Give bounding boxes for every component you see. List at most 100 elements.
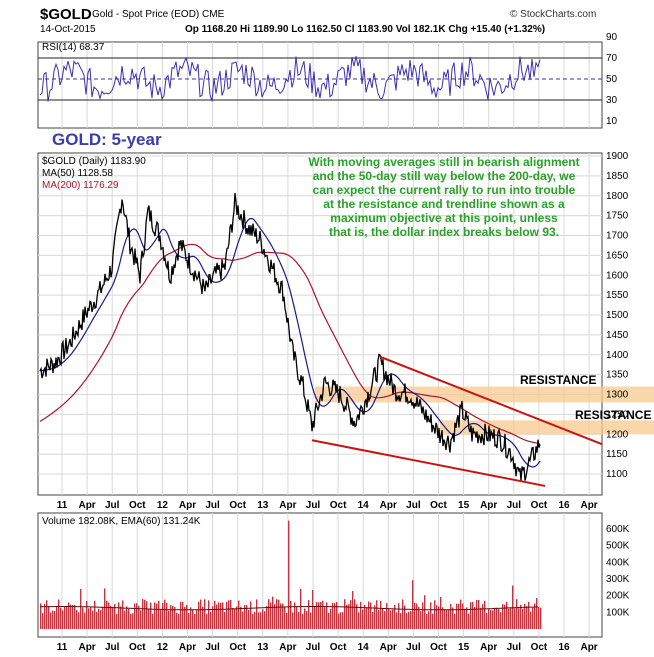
volume-bar (476, 600, 478, 629)
annotation-line-3: can expect the current rally to run into… (313, 183, 576, 197)
volume-bar (178, 613, 180, 629)
volume-bar (134, 603, 136, 629)
volume-ema-line (39, 606, 539, 611)
volume-bar (50, 612, 52, 629)
volume-bar (432, 613, 434, 629)
ma50-line (40, 217, 541, 468)
volume-bar (518, 608, 520, 629)
volume-bar (272, 596, 274, 629)
volume-bar (312, 590, 314, 629)
volume-bar (80, 589, 82, 629)
volume-bar (166, 602, 168, 629)
volume-bar (480, 607, 482, 629)
price-legend-ma200: MA(200) 1176.29 (42, 180, 119, 191)
volume-bar (342, 612, 344, 629)
volume-bar (400, 613, 402, 629)
volume-bar (182, 601, 184, 629)
volume-bar (536, 598, 538, 629)
volume-bar (380, 601, 382, 629)
volume-bar (354, 599, 356, 629)
volume-bar (150, 602, 152, 629)
lower-trendline (311, 439, 546, 487)
volume-bar (194, 613, 196, 629)
price-legend-main: $GOLD (Daily) 1183.90 (42, 156, 146, 167)
price-tick-label: 1400 (606, 350, 629, 361)
volume-bar (532, 607, 534, 629)
upper-trendline (379, 355, 603, 446)
volume-bar (188, 613, 190, 629)
volume-bar (386, 603, 388, 629)
chart-big-title: GOLD: 5-year (52, 130, 162, 149)
volume-bar (66, 606, 68, 629)
volume-bar (148, 608, 150, 629)
volume-bar (176, 612, 178, 629)
volume-bar (504, 604, 506, 629)
annotation-line-6: that is, the dollar index breaks below 9… (329, 225, 559, 239)
volume-bar (378, 609, 380, 629)
volume-bar (82, 607, 84, 629)
volume-bar (302, 613, 304, 629)
volume-bar (126, 606, 128, 629)
rsi-tick-label: 50 (606, 74, 618, 85)
x-axis-label: 11 (57, 642, 68, 653)
x-axis-label: 13 (257, 642, 269, 653)
volume-bar (86, 600, 88, 629)
x-axis-label: Jul (205, 500, 220, 511)
price-tick-label: 1450 (606, 330, 629, 341)
price-tick-label: 1550 (606, 290, 629, 301)
volume-bar (140, 610, 142, 629)
volume-bar (438, 606, 440, 629)
price-legend-ma50: MA(50) 1128.58 (42, 168, 113, 179)
volume-bar (214, 600, 216, 629)
volume-bar (54, 611, 56, 629)
x-axis-label: Apr (480, 642, 497, 653)
volume-bar (326, 602, 328, 629)
volume-bar (294, 602, 296, 629)
volume-bar (266, 606, 268, 629)
volume-bar (408, 611, 410, 629)
volume-bar (200, 599, 202, 629)
x-axis-label: Jul (507, 642, 522, 653)
volume-bar (328, 612, 330, 629)
volume-bar (372, 611, 374, 629)
volume-bar (98, 608, 100, 629)
volume-bar (158, 600, 160, 629)
volume-bar (530, 611, 532, 629)
rsi-tick-label: 30 (606, 95, 618, 106)
x-axis-label: 14 (358, 642, 370, 653)
volume-bar (516, 599, 518, 629)
chart-header: $GOLD Gold - Spot Price (EOD) CME 14-Oct… (0, 0, 654, 40)
volume-bar (478, 599, 480, 629)
volume-bar (420, 611, 422, 629)
volume-bar (104, 588, 106, 629)
rsi-ticks: 90 70 50 30 10 (606, 32, 618, 127)
volume-bar (190, 607, 192, 629)
volume-bar (68, 602, 70, 629)
volume-tick-label: 400K (606, 557, 630, 568)
x-axis-label: Jul (105, 500, 120, 511)
volume-bar (224, 611, 226, 629)
volume-bar (364, 604, 366, 629)
volume-bar (410, 611, 412, 629)
volume-bar (368, 601, 370, 629)
volume-bar (346, 604, 348, 629)
volume-bar (92, 610, 94, 629)
volume-bar (336, 602, 338, 629)
x-axis-label: Jul (406, 642, 421, 653)
x-axis-labels-top: 11 Apr Jul Oct 12 Apr Jul Oct 13 Apr Jul Oct 14 Apr Ju… (57, 500, 598, 511)
volume-bar (492, 610, 494, 629)
rsi-panel (37, 41, 603, 129)
volume-bar (270, 602, 272, 629)
volume-bar (184, 607, 186, 629)
volume-bar (192, 609, 194, 629)
volume-bar (388, 608, 390, 629)
price-tick-label: 1700 (606, 231, 629, 242)
volume-bar (276, 599, 278, 629)
volume-bar (528, 601, 530, 629)
volume-bar (260, 612, 262, 629)
price-tick-label: 1750 (606, 211, 629, 222)
x-axis-label: Oct (229, 642, 246, 653)
volume-bar (56, 606, 58, 629)
volume-bar (452, 607, 454, 629)
x-axis-label: 11 (57, 500, 68, 511)
